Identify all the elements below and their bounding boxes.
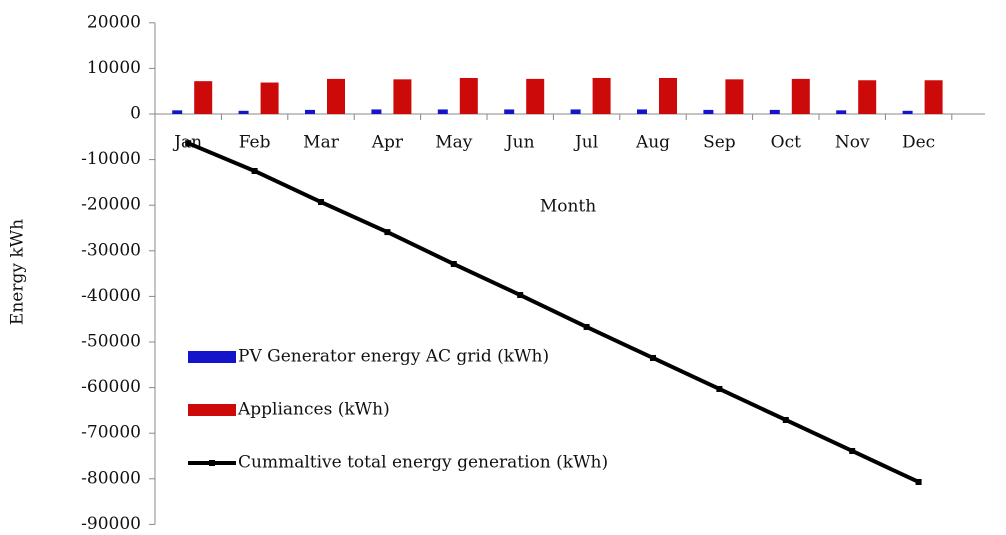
y-tick-label: -40000 xyxy=(81,286,141,306)
bar xyxy=(703,109,714,114)
x-tick-label: Apr xyxy=(371,133,404,153)
bar xyxy=(924,80,943,114)
y-axis-title: Energy kWh xyxy=(8,219,28,325)
legend-swatch xyxy=(188,351,236,363)
x-tick-label: Sep xyxy=(703,133,736,153)
x-tick-label: Jul xyxy=(573,133,598,153)
x-tick-label: Feb xyxy=(239,133,271,153)
x-tick-label: Aug xyxy=(635,133,670,153)
x-tick-label: Mar xyxy=(303,133,340,153)
bar xyxy=(393,79,412,114)
y-tick-label: 20000 xyxy=(87,12,141,32)
legend-swatch xyxy=(209,460,215,466)
bar xyxy=(659,77,677,114)
y-tick-label: -90000 xyxy=(81,514,141,534)
x-tick-label: Dec xyxy=(902,133,935,153)
legend-label: PV Generator energy AC grid (kWh) xyxy=(238,347,549,367)
line-marker xyxy=(384,229,391,236)
y-tick-label: -60000 xyxy=(81,377,141,397)
y-tick-label: -80000 xyxy=(81,468,141,488)
bar xyxy=(570,109,581,114)
bar xyxy=(858,80,877,114)
line-marker xyxy=(849,447,856,454)
legend-label: Cummaltive total energy generation (kWh) xyxy=(238,453,608,473)
y-tick-label: -10000 xyxy=(81,149,141,169)
bar xyxy=(459,77,478,114)
x-axis-title: Month xyxy=(540,197,596,217)
x-tick-label: Jun xyxy=(504,133,535,153)
bar xyxy=(504,109,515,114)
y-tick-label: -30000 xyxy=(81,240,141,260)
bar xyxy=(437,109,448,114)
y-tick-label: 0 xyxy=(130,104,141,124)
line-series xyxy=(187,141,920,484)
line-marker xyxy=(782,416,789,423)
bar xyxy=(327,78,345,114)
bar xyxy=(305,109,315,114)
y-tick-label: -70000 xyxy=(81,423,141,443)
line-marker xyxy=(915,478,922,485)
bar xyxy=(592,77,611,114)
bar xyxy=(371,109,382,114)
x-tick-label: May xyxy=(435,133,473,153)
bar xyxy=(526,78,545,114)
bar xyxy=(260,82,279,114)
x-tick-label: Oct xyxy=(771,133,801,153)
bar xyxy=(725,79,744,114)
bar xyxy=(238,110,249,114)
bar xyxy=(902,110,913,114)
line-marker xyxy=(450,261,457,268)
bar xyxy=(194,81,213,114)
line-marker xyxy=(318,199,324,206)
line-marker xyxy=(650,354,656,361)
line-marker xyxy=(583,323,590,330)
legend-label: Appliances (kWh) xyxy=(237,400,390,420)
legend-swatch xyxy=(188,404,236,416)
bar xyxy=(836,110,847,114)
bar xyxy=(769,109,780,114)
line-marker xyxy=(716,385,723,392)
line-marker xyxy=(185,140,192,147)
y-tick-label: -20000 xyxy=(81,195,141,215)
line-marker xyxy=(517,292,524,299)
y-tick-label: 10000 xyxy=(87,58,141,78)
bar xyxy=(791,78,810,114)
bar xyxy=(637,109,647,114)
x-tick-label: Nov xyxy=(835,133,870,153)
line-marker xyxy=(251,168,258,174)
bar xyxy=(172,110,183,114)
y-tick-label: -50000 xyxy=(81,332,141,352)
